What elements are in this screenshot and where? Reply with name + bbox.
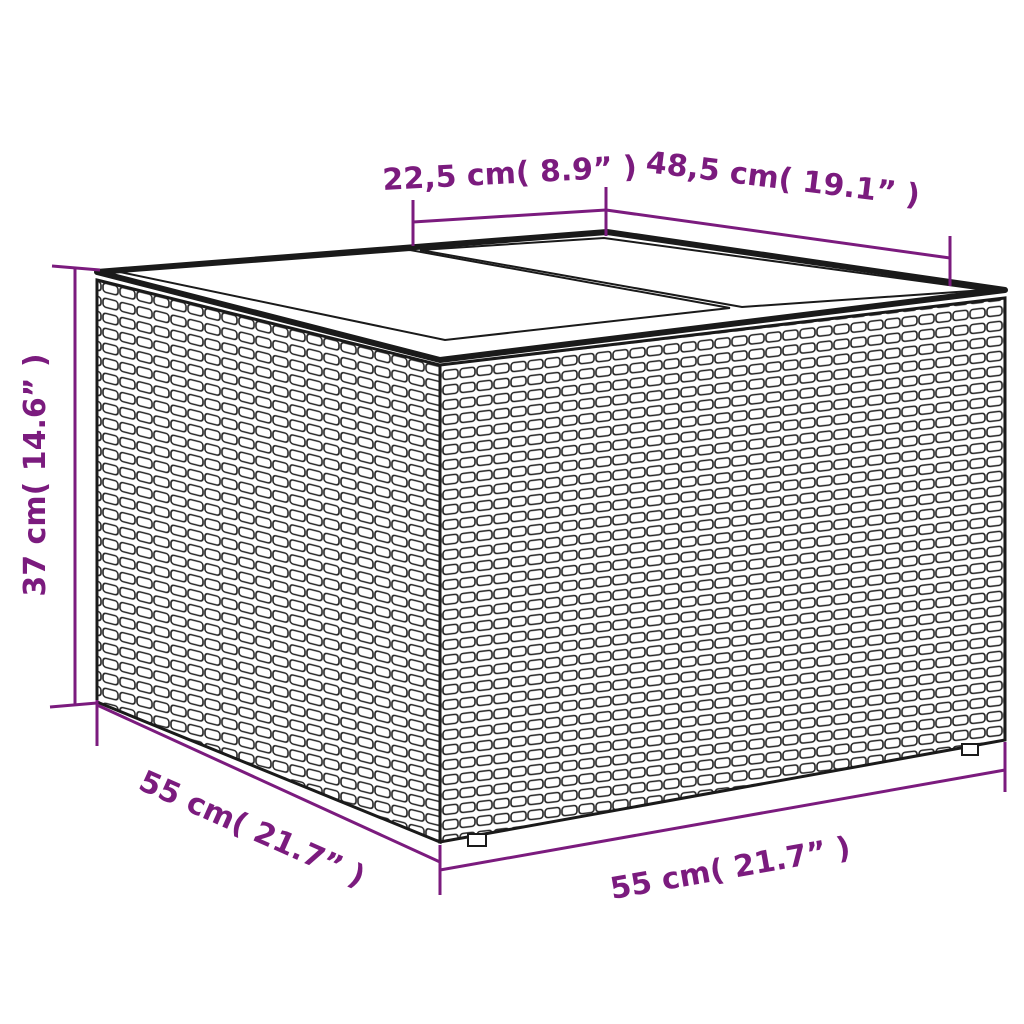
front-width-label: 55 cm( 21.7” )	[608, 830, 854, 907]
box-left-face	[95, 278, 442, 845]
depth-top-label: 48,5 cm( 19.1” )	[644, 145, 922, 213]
lid-panel-right	[419, 236, 986, 309]
dimension-lines	[49, 187, 1007, 895]
height-label: 37 cm( 14.6” )	[18, 353, 53, 596]
box-foot-right	[961, 743, 979, 756]
box-front-face	[438, 296, 1007, 844]
wicker-box	[94, 229, 1008, 847]
box-foot-front	[467, 833, 487, 847]
lid-panel-left	[119, 248, 731, 342]
lid-panel-width-label: 22,5 cm( 8.9” )	[382, 150, 638, 198]
